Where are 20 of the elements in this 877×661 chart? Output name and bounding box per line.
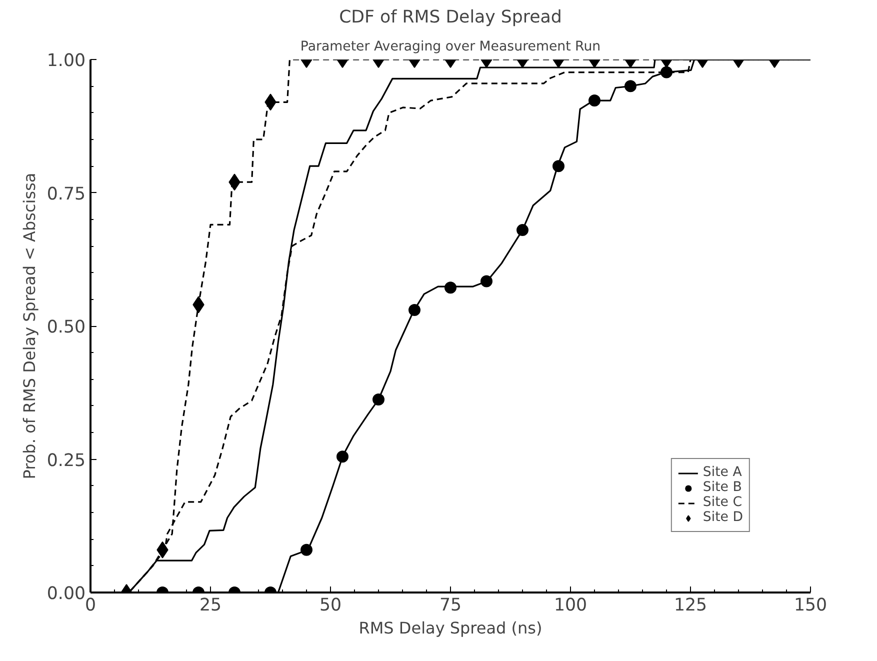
y-tick-label: 1.00	[46, 51, 86, 71]
legend-label: Site B	[702, 480, 742, 495]
y-axis-title: Prob. of RMS Delay Spread < Abscissa	[20, 172, 39, 480]
y-tick-label: 0.00	[46, 584, 86, 604]
legend-label: Site C	[702, 495, 742, 510]
x-tick-label: 150	[794, 596, 828, 616]
x-tick-label: 125	[674, 596, 708, 616]
legend-label: Site D	[702, 510, 743, 525]
x-tick-label: 75	[439, 596, 462, 616]
x-axis-title: RMS Delay Spread (ns)	[358, 618, 542, 638]
y-tick-label: 0.25	[46, 450, 86, 471]
x-tick-label: 0	[84, 596, 96, 616]
y-tick-label: 0.50	[46, 318, 86, 338]
x-tick-label: 100	[554, 596, 588, 616]
x-tick-label: 50	[319, 596, 342, 616]
chart-title: CDF of RMS Delay Spread	[339, 8, 562, 28]
chart-subtitle: Parameter Averaging over Measurement Run	[300, 40, 601, 54]
x-tick-label: 25	[199, 596, 222, 616]
y-tick-label: 0.75	[46, 184, 86, 204]
legend-label: Site A	[702, 465, 742, 480]
